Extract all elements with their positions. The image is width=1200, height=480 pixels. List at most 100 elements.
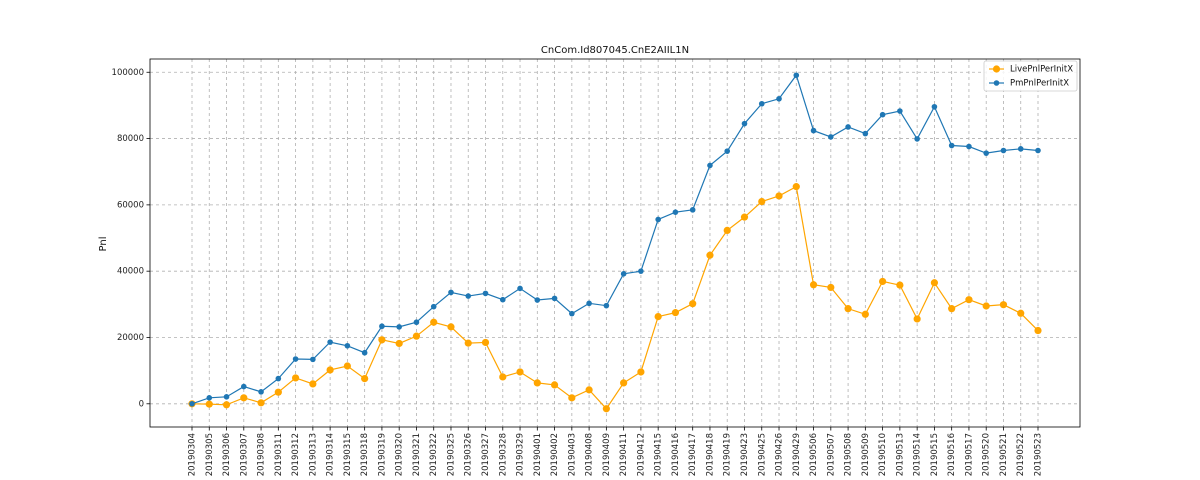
data-point [931,103,938,110]
data-point [396,324,402,330]
x-tick-label: 20190523 [1034,433,1044,476]
x-tick-label: 20190327 [481,433,491,476]
legend-marker [992,65,1001,73]
y-tick-label: 40000 [117,267,144,277]
data-point [879,277,887,286]
data-point [568,394,576,402]
data-point [741,120,748,127]
x-tick-label: 20190418 [705,433,715,476]
x-tick-label: 20190321 [412,433,422,476]
data-point [740,213,749,221]
data-point [655,216,661,223]
data-point [517,285,523,292]
data-point [430,303,437,310]
x-tick-label: 20190308 [257,433,267,476]
x-tick-label: 20190412 [636,433,646,476]
data-point [551,295,558,302]
data-point [275,375,282,382]
y-axis-label: Pnl [98,237,109,252]
data-point [1034,326,1042,335]
data-point [240,383,247,390]
data-point [654,313,662,321]
data-point [516,368,524,376]
x-tick-label: 20190520 [982,433,992,476]
data-point [689,207,696,213]
data-point [499,296,506,303]
series-line [191,185,1039,410]
legend-marker [993,80,1000,86]
axes: 20190304 20190305 20190306 20190307 20190308… [112,58,1081,476]
data-point [913,315,921,323]
x-tick-label: 20190305 [205,433,215,476]
data-point [965,296,973,304]
legend: LivePnlPerInitX PmPnlPerInitX [983,60,1078,92]
data-point [861,310,869,318]
x-tick-label: 20190304 [188,433,198,476]
data-point [620,379,628,387]
data-point [638,268,644,274]
data-point [465,293,472,299]
x-tick-label: 20190320 [395,433,405,476]
data-point [222,401,231,409]
data-point [879,111,886,118]
plot-frame [149,58,1081,428]
series-line [191,73,1039,405]
data-point [845,124,851,130]
data-point [758,100,765,107]
data-point [533,379,541,387]
data-point [723,226,731,235]
data-point [343,362,351,370]
x-tick-label: 20190307 [239,433,249,476]
data-point [775,192,783,200]
x-tick-label: 20190510 [878,433,888,476]
data-point [395,339,403,348]
x-tick-label: 20190419 [723,433,733,476]
x-tick-label: 20190402 [550,433,560,476]
x-tick-label: 20190509 [861,433,871,476]
data-point [827,283,835,292]
data-point [274,388,282,396]
x-tick-label: 20190401 [533,433,543,476]
x-tick-label: 20190306 [222,433,232,476]
data-point [482,290,489,297]
x-tick-label: 20190506 [809,433,819,476]
data-point [206,395,213,401]
data-point [361,349,368,356]
data-point [930,279,939,287]
data-point [999,301,1008,309]
x-tick-label: 20190522 [1016,433,1026,476]
y-tick-label: 100000 [112,68,144,78]
x-tick-label: 20190415 [654,433,664,476]
data-point [379,323,385,330]
grid-lines [150,59,1080,427]
series-group [188,183,1042,413]
x-tick-label: 20190426 [775,433,785,476]
data-point [1017,309,1025,317]
x-tick-label: 20190315 [343,433,353,476]
data-point [499,373,507,381]
data-point [327,339,333,345]
x-tick-label: 20190325 [446,433,456,476]
data-point [982,302,990,310]
data-point [448,289,454,296]
data-point [793,72,800,79]
x-tick-label: 20190515 [930,433,940,476]
data-point [189,400,195,407]
x-tick-label: 20190521 [999,433,1009,476]
data-point [1000,147,1007,154]
data-point [689,300,697,308]
x-tick-label: 20190513 [895,433,905,476]
x-tick-label: 20190411 [619,433,629,476]
data-point [707,162,713,169]
x-tick-label: 20190409 [602,433,612,476]
x-tick-label: 20190314 [326,433,336,476]
data-point [602,405,610,413]
data-point [983,150,990,156]
data-point [672,209,679,215]
data-point [724,148,731,154]
data-point [603,302,610,309]
x-tick-label: 20190328 [498,433,508,476]
data-point [914,136,920,142]
data-point [447,323,455,331]
